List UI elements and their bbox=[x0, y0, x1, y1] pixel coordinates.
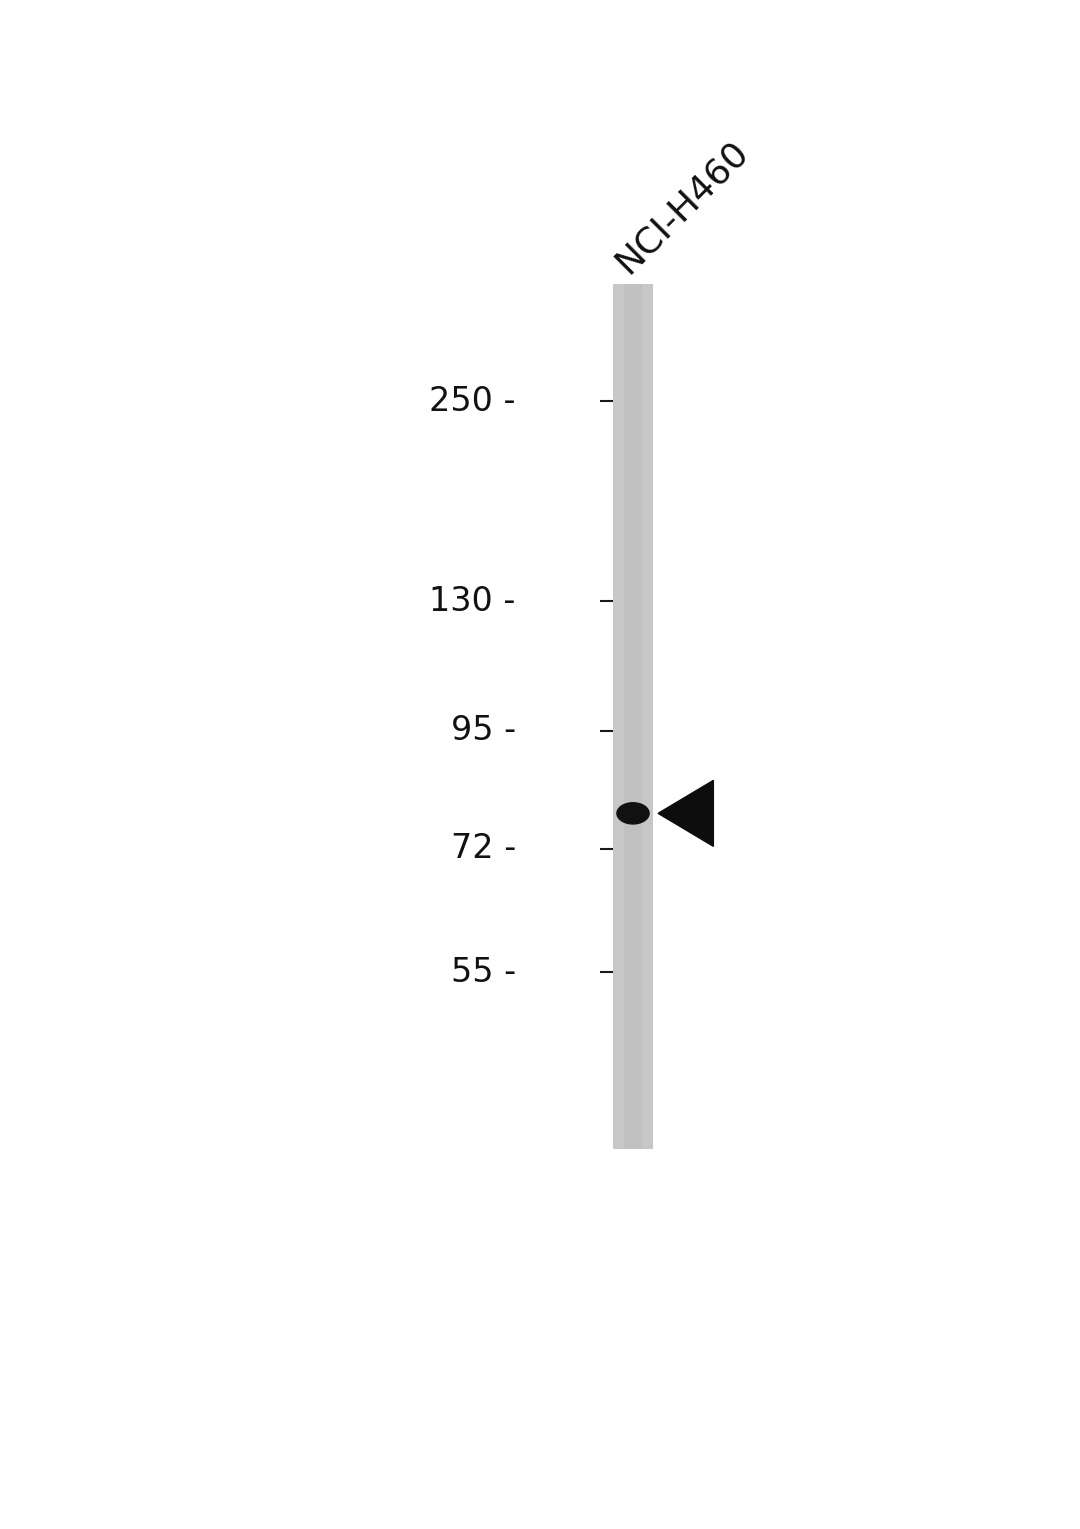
Text: 95 -: 95 - bbox=[450, 714, 516, 748]
Bar bbox=[624, 283, 642, 1148]
Polygon shape bbox=[658, 780, 714, 847]
Text: 55 -: 55 - bbox=[450, 956, 516, 989]
Text: 130 -: 130 - bbox=[430, 586, 516, 618]
Bar bbox=[613, 283, 653, 1148]
Ellipse shape bbox=[617, 803, 649, 824]
Text: NCI-H460: NCI-H460 bbox=[609, 135, 755, 280]
Text: 250 -: 250 - bbox=[430, 385, 516, 417]
Text: 72 -: 72 - bbox=[450, 832, 516, 865]
